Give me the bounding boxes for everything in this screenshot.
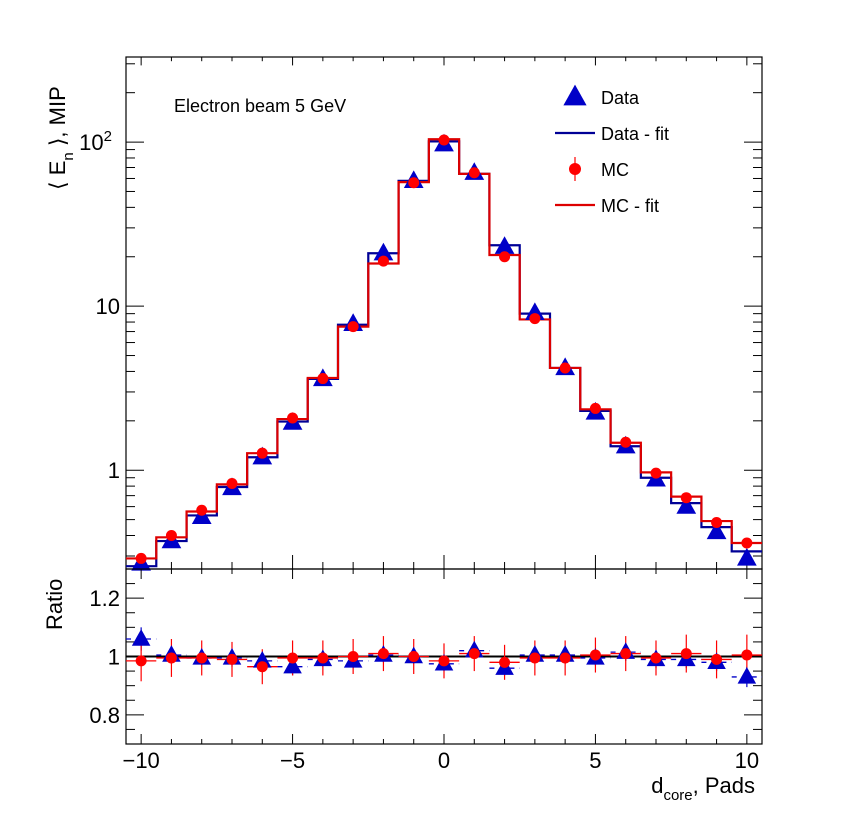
mc-point-main [741,537,753,549]
mc-point-main [620,436,632,448]
x-tick-label: 10 [735,748,759,773]
mc-point-ratio [711,653,723,665]
mc-point-ratio [468,648,480,660]
mc-point-ratio [499,656,511,668]
mc-point-ratio [438,655,450,667]
mc-point-main [499,251,511,263]
axis-labels: ⟨ En ⟩, MIP Ratio dcore, Pads [42,86,755,804]
x-axis-title: dcore, Pads [651,773,755,804]
mc-point-ratio [287,652,299,664]
mc-point-main [589,402,601,414]
mc-point-ratio [317,652,329,664]
data-point-main [494,236,515,254]
legend-data-marker [563,84,587,106]
mc-point-main [468,167,480,179]
x-title-subscript: core [663,787,692,804]
x-tick-label: −10 [122,748,159,773]
beam-annotation: Electron beam 5 GeV [174,96,346,116]
mc-point-main [287,412,299,424]
mc-point-main [408,177,420,189]
mc-point-ratio [377,648,389,660]
mc-fit-histogram [126,138,762,560]
x-tick-label: 5 [589,748,601,773]
x-title-suffix: , Pads [693,773,755,798]
y-tick-label: 10 [96,294,120,319]
y-tick-label: 102 [79,128,112,155]
mc-point-ratio [529,652,541,664]
y-tick-label: 1 [108,645,120,670]
mc-point-main [680,492,692,504]
y-tick-label: 1 [108,458,120,483]
ratio-y-axis-title: Ratio [42,579,67,630]
mc-point-ratio [650,652,662,664]
mc-point-main [135,552,147,564]
mc-point-main [529,313,541,325]
legend-label: MC - fit [601,196,659,216]
data-point-ratio [737,666,757,684]
y-tick-label: 0.8 [89,703,120,728]
mc-point-ratio [408,651,420,662]
data-point-main [706,521,727,540]
x-tick-label: −5 [280,748,305,773]
mc-point-main [377,255,389,267]
mc-point-ratio [196,652,208,664]
mc-point-main [711,517,723,529]
mc-point-main [165,530,177,542]
mc-point-ratio [559,652,571,664]
y-tick-label-sup: 2 [104,128,112,145]
x-title-part: d [651,773,663,798]
mc-point-ratio [165,652,177,664]
mc-point-ratio [589,649,601,661]
data-fit-histogram [126,140,762,568]
mc-point-ratio [226,653,238,665]
mc-point-main [226,477,238,489]
data-point-main [373,242,394,261]
y-tick-label: 1.2 [89,586,120,611]
data-point-main [736,547,757,566]
mc-point-ratio [256,661,268,673]
mc-point-ratio [347,651,359,662]
data-point-main [676,496,697,514]
mc-point-ratio [620,648,632,660]
mc-point-main [256,447,268,459]
data-point-ratio [131,629,151,646]
mc-point-main [559,362,571,374]
y-title-suffix: ⟩, MIP [45,86,70,152]
mc-point-main [438,134,450,146]
data-point-ratio [283,656,302,674]
ratio-panel: −10 −5 0 5 10 0.8 1 1.2 [89,568,763,773]
mc-point-ratio [680,648,692,660]
mc-point-main [317,373,329,385]
data-point-main [524,302,545,321]
legend-label: Data - fit [601,124,669,144]
y-title-subscript: n [60,152,77,160]
data-point-ratio [253,650,272,668]
mc-point-main [347,321,359,333]
mc-point-main [650,467,662,479]
main-y-axis-title: ⟨ En ⟩, MIP [45,86,77,190]
mc-point-ratio [135,655,147,667]
legend-label: MC [601,160,629,180]
legend-label: Data [601,88,640,108]
y-tick-label-base: 10 [79,130,103,155]
x-tick-label: 0 [438,748,450,773]
y-title-part: ⟨ E [45,161,70,190]
mc-point-main [196,504,208,516]
legend-mc-marker [569,163,581,175]
mc-point-ratio [741,649,753,661]
